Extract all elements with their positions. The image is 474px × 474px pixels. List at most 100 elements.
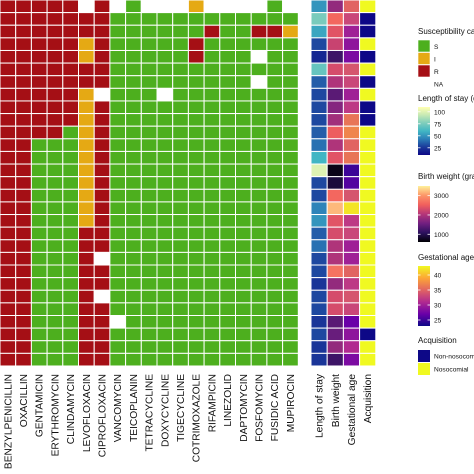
heatmap-cell [156, 49, 174, 64]
heatmap-cell [62, 340, 79, 354]
heatmap-cell [282, 75, 299, 89]
heatmap-cell [30, 49, 48, 64]
heatmap-cell [250, 138, 268, 152]
covariate-cell [310, 163, 328, 178]
covariate-cell [310, 352, 328, 367]
heatmap-cell [78, 113, 95, 127]
heatmap-cell [282, 24, 299, 39]
heatmap-cell [172, 163, 189, 178]
heatmap-cell [219, 340, 237, 354]
covariate-cell [342, 12, 361, 26]
covariate-cell [359, 87, 377, 102]
heatmap-cell [172, 201, 189, 216]
colorbar-tick-label: 25 [434, 145, 442, 152]
covariate-cell [310, 277, 328, 291]
covariate-cell [342, 100, 361, 115]
heatmap-cell [78, 201, 95, 216]
heatmap-cell [0, 125, 17, 140]
heatmap-cell [93, 12, 111, 26]
heatmap-cell [15, 251, 32, 266]
heatmap-cell [172, 302, 189, 317]
heatmap-cell [46, 315, 64, 329]
heatmap-cell [46, 150, 64, 165]
heatmap-cell [140, 226, 158, 241]
heatmap-cell [15, 327, 32, 342]
heatmap-cell [140, 277, 158, 291]
heatmap-cell [46, 277, 64, 291]
heatmap-cell [187, 87, 205, 102]
heatmap-cell [172, 113, 189, 127]
antibiotic-label: BENZYLPENICILLIN [3, 374, 14, 469]
heatmap-cell [125, 24, 142, 39]
heatmap-cell [140, 12, 158, 26]
covariate-cell [310, 113, 328, 127]
heatmap-cell [93, 113, 111, 127]
heatmap-cell [172, 264, 189, 279]
heatmap-cell [109, 75, 127, 89]
antibiotic-label: CIPROFLOXACIN [98, 374, 109, 457]
heatmap-cell [250, 75, 268, 89]
heatmap-cell [109, 62, 127, 77]
colorbar-tick-label: 40 [434, 273, 442, 280]
heatmap-cell [15, 226, 32, 241]
heatmap-cell [46, 226, 64, 241]
heatmap-cell [250, 226, 268, 241]
covariate-cell [326, 100, 344, 115]
heatmap-cell [125, 214, 142, 228]
heatmap-cell [15, 302, 32, 317]
covariate-cell [326, 188, 344, 203]
heatmap-cell [282, 239, 299, 253]
heatmap-cell [172, 150, 189, 165]
heatmap-cell [15, 239, 32, 253]
heatmap-cell [109, 100, 127, 115]
heatmap-cell [93, 138, 111, 152]
covariate-cell [326, 340, 344, 354]
legend-label: NA [434, 82, 444, 89]
heatmap-cell [0, 277, 17, 291]
covariate-cell [359, 37, 377, 51]
heatmap-cell [15, 87, 32, 102]
heatmap-cell [235, 62, 252, 77]
covariate-cell [359, 113, 377, 127]
heatmap-cell [187, 24, 205, 39]
heatmap-cell [78, 163, 95, 178]
heatmap-cell [156, 176, 174, 190]
heatmap-cell [46, 24, 64, 39]
heatmap-cell [187, 0, 205, 14]
heatmap-cell [219, 163, 237, 178]
covariate-cell [326, 251, 344, 266]
legend-title: Length of stay (days) [418, 94, 474, 103]
antibiotic-label: TIGECYCLINE [176, 374, 187, 442]
heatmap-cell [109, 188, 127, 203]
heatmap-cell [93, 87, 111, 102]
heatmap-cell [140, 340, 158, 354]
heatmap-cell [125, 150, 142, 165]
covariate-cell [342, 113, 361, 127]
heatmap-cell [93, 24, 111, 39]
heatmap-cell [125, 125, 142, 140]
heatmap-cell [93, 289, 111, 304]
heatmap-cell [282, 49, 299, 64]
covariate-cell [359, 12, 377, 26]
heatmap-cell [109, 352, 127, 367]
covariate-cell [310, 75, 328, 89]
heatmap-cell [219, 24, 237, 39]
heatmap-cell [282, 176, 299, 190]
covariate-cell [342, 327, 361, 342]
heatmap-cell [266, 340, 284, 354]
heatmap-cell [282, 340, 299, 354]
heatmap-cell [30, 62, 48, 77]
heatmap-cell [0, 302, 17, 317]
antibiotic-label: MUPIROCIN [286, 374, 297, 432]
heatmap-cell [46, 125, 64, 140]
covariate-cell [326, 315, 344, 329]
heatmap-cell [15, 176, 32, 190]
heatmap-cell [93, 239, 111, 253]
heatmap-cell [0, 138, 17, 152]
heatmap-cell [93, 302, 111, 317]
heatmap-cell [187, 138, 205, 152]
heatmap-cell [140, 315, 158, 329]
heatmap-cell [46, 176, 64, 190]
heatmap-cell [235, 138, 252, 152]
heatmap-cell [125, 49, 142, 64]
